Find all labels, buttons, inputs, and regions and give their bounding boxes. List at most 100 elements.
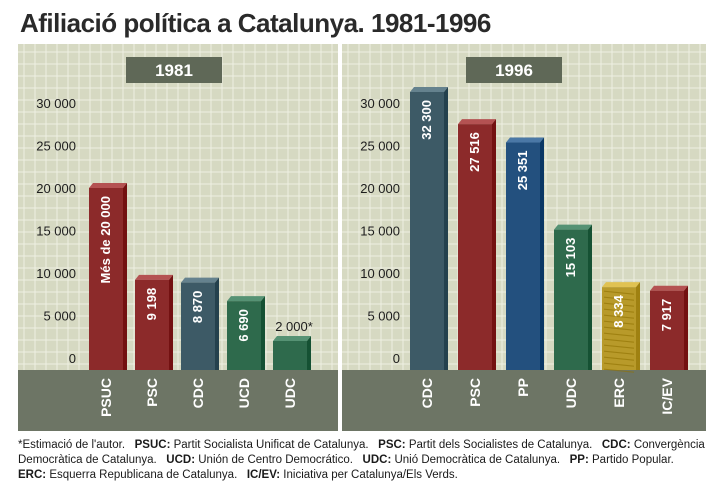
bar-texture [603, 332, 635, 337]
bar-texture [603, 320, 635, 325]
y-tick-label: 5 000 [367, 309, 400, 324]
panel-title: 1996 [495, 61, 533, 80]
data-label: 8 334 [611, 294, 626, 327]
panel-1996: 0 5 000 10 000 15 000 20 000 25 000 30 000 1996… [342, 44, 706, 431]
bar-top [273, 336, 311, 341]
bar-texture [603, 290, 635, 295]
data-label: 6 690 [236, 309, 251, 342]
data-label: 25 351 [515, 151, 530, 191]
y-tick-label: 20 000 [36, 181, 76, 196]
bar-texture [603, 344, 635, 349]
data-label: Més de 20 000 [98, 196, 113, 283]
footnote-entry: *Estimació de l'autor. [18, 439, 135, 451]
footnote-text: Unión de Centro Democrático. [198, 454, 363, 466]
y-tick-label: 5 000 [43, 309, 76, 324]
footnote-entry: UCD: Unión de Centro Democrático. [166, 454, 362, 466]
data-label: 2 000* [275, 319, 313, 334]
bar-texture [603, 350, 635, 355]
bar [410, 92, 444, 370]
bar-texture [603, 338, 635, 343]
bar-top [227, 296, 265, 302]
x-tick-label: UDC [282, 378, 298, 408]
bar-top [602, 282, 640, 288]
footnote-abbr: UDC: [362, 454, 395, 466]
bar [89, 188, 123, 370]
footnote-abbr: PP: [569, 454, 592, 466]
bar-side [307, 336, 311, 370]
bar-top [135, 274, 173, 280]
footnote-text: Convergència Democràtica de Catalunya. [18, 439, 705, 466]
y-tick-label: 0 [393, 351, 400, 366]
bar-top [410, 87, 448, 92]
bar [458, 124, 492, 370]
y-tick-label: 25 000 [36, 139, 76, 154]
footnote-entry: UDC: Unió Democràtica de Catalunya. [363, 454, 570, 466]
chart-title: Afiliació política a Catalunya. 1981-199… [20, 8, 491, 38]
bar-top [650, 285, 688, 291]
footnote-text: Partit Socialista Unificat de Catalunya. [173, 439, 379, 451]
bar [181, 282, 215, 370]
footnote-abbr: PSUC: [134, 439, 174, 451]
bar [506, 142, 540, 370]
bar-side [215, 277, 219, 370]
y-tick-label: 30 000 [36, 96, 76, 111]
bar-texture [603, 308, 635, 313]
footnote-entry: IC/EV: Iniciativa per Catalunya/Els Verd… [247, 469, 464, 481]
footnote-text: Iniciativa per Catalunya/Els Verds. [283, 469, 465, 481]
bar-side [261, 296, 265, 370]
footnote-entry: PSC: Partit dels Socialistes de Cataluny… [378, 439, 602, 451]
x-tick-label: ERC [611, 378, 627, 408]
panel-1981: 0 5 000 10 000 15 000 20 000 25 000 30 000 1981… [18, 44, 338, 431]
bar-texture [603, 362, 635, 367]
x-tick-label: PP [515, 378, 531, 397]
footnote-abbr: CDC: [601, 439, 634, 451]
x-tick-label: UCD [236, 378, 252, 408]
bar-texture [603, 314, 635, 319]
bar-side [540, 137, 544, 370]
footnote-text: *Estimació de l'autor. [18, 439, 135, 451]
y-tick-label: 25 000 [360, 139, 400, 154]
y-tick-label: 10 000 [360, 266, 400, 281]
base-band [18, 370, 338, 431]
bar-side [636, 282, 640, 370]
bar-texture [603, 356, 635, 361]
year-badge [466, 57, 562, 83]
bar-texture [603, 296, 635, 301]
footnote-text: Unió Democràtica de Catalunya. [394, 454, 570, 466]
footnote-text: Esquerra Republicana de Catalunya. [49, 469, 247, 481]
bar-side [444, 87, 448, 370]
bar-side [684, 285, 688, 370]
bar-texture [603, 368, 635, 373]
data-label: 8 870 [190, 291, 205, 324]
bar-top [181, 277, 219, 283]
year-badge [126, 57, 222, 83]
x-tick-label: CDC [190, 378, 206, 408]
footnote-entry: CDC: Convergència Democràtica de Catalun… [18, 439, 705, 466]
y-tick-label: 0 [69, 351, 76, 366]
bar-side [169, 274, 173, 370]
x-tick-label: CDC [419, 378, 435, 408]
footnote-entry: ERC: Esquerra Republicana de Catalunya. [18, 469, 247, 481]
footnote-text: Partit dels Socialistes de Catalunya. [408, 439, 602, 451]
x-tick-label: UDC [563, 378, 579, 408]
footnote-entry: PP: Partido Popular. [570, 454, 681, 466]
data-label: 7 917 [659, 299, 674, 332]
bar-texture [603, 302, 635, 307]
bar-side [123, 183, 127, 370]
x-tick-label: PSC [144, 378, 160, 407]
data-label: 32 300 [419, 100, 434, 140]
y-tick-label: 30 000 [360, 96, 400, 111]
data-label: 27 516 [467, 132, 482, 172]
bar [554, 229, 588, 370]
x-tick-label: PSC [467, 378, 483, 407]
bar-side [492, 119, 496, 370]
base-band [342, 370, 706, 431]
footnote-abbr: UCD: [166, 454, 199, 466]
bar-top [89, 183, 127, 188]
bar-top [506, 137, 544, 143]
y-tick-label: 20 000 [360, 181, 400, 196]
bar-side [588, 224, 592, 370]
panel-title: 1981 [155, 61, 193, 80]
footnote-abbr: PSC: [378, 439, 409, 451]
